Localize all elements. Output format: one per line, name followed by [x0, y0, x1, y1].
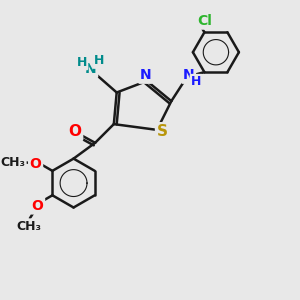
Text: H: H — [94, 54, 104, 68]
Text: N: N — [183, 68, 194, 82]
Text: H: H — [76, 56, 87, 69]
Text: N: N — [140, 68, 151, 82]
Text: CH₃: CH₃ — [16, 220, 41, 233]
Text: O: O — [68, 124, 82, 140]
Text: S: S — [157, 124, 168, 139]
Text: CH₃: CH₃ — [0, 156, 25, 169]
Text: Cl: Cl — [197, 14, 212, 28]
Text: O: O — [32, 199, 44, 213]
Text: N: N — [85, 62, 97, 76]
Text: O: O — [30, 157, 42, 171]
Text: H: H — [191, 75, 202, 88]
